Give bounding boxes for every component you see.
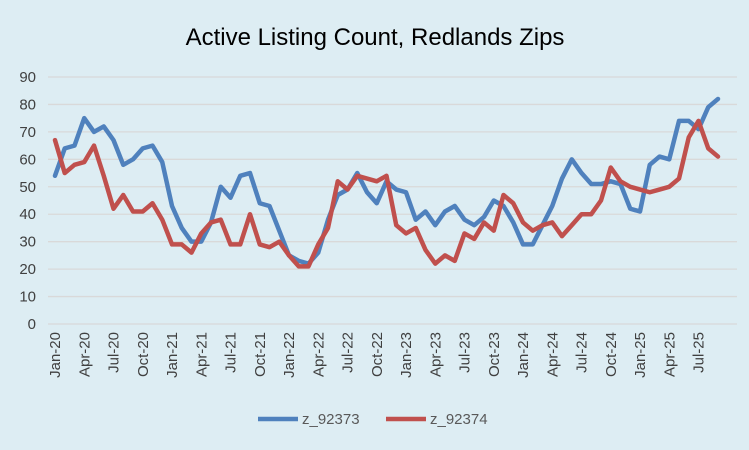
y-tick-label: 80 [19, 96, 36, 113]
y-tick-label: 20 [19, 261, 36, 278]
x-tick-label: Jul-20 [106, 332, 123, 373]
chart-title: Active Listing Count, Redlands Zips [186, 24, 565, 51]
series-line-z_92374 [52, 118, 721, 269]
y-tick-label: 40 [19, 206, 36, 223]
x-tick-label: Jan-22 [281, 332, 298, 378]
x-tick-label: Oct-22 [369, 332, 386, 377]
y-tick-label: 50 [19, 179, 36, 196]
x-tick-label: Oct-24 [603, 332, 620, 377]
y-tick-label: 0 [28, 316, 36, 333]
y-tick-label: 60 [19, 151, 36, 168]
x-tick-label: Apr-22 [310, 332, 327, 377]
x-tick-label: Apr-23 [427, 332, 444, 377]
x-tick-label: Apr-20 [76, 332, 93, 377]
x-tick-label: Jan-20 [47, 332, 64, 378]
x-tick-label: Oct-21 [252, 332, 269, 377]
x-tick-label: Oct-23 [486, 332, 503, 377]
x-tick-label: Jan-24 [515, 332, 532, 378]
x-tick-label: Jul-24 [574, 332, 591, 373]
x-tick-label: Apr-25 [661, 332, 678, 377]
x-tick-label: Jul-23 [457, 332, 474, 373]
x-tick-label: Jan-21 [164, 332, 181, 378]
x-tick-label: Oct-20 [135, 332, 152, 377]
x-tick-label: Jul-25 [691, 332, 708, 373]
y-tick-label: 30 [19, 234, 36, 251]
x-tick-label: Jan-25 [632, 332, 649, 378]
x-tick-label: Jul-22 [340, 332, 357, 373]
legend-label: z_92374 [430, 411, 488, 428]
x-tick-label: Jul-21 [223, 332, 240, 373]
y-tick-label: 90 [19, 69, 36, 86]
legend-label: z_92373 [302, 411, 360, 428]
y-tick-label: 70 [19, 124, 36, 141]
x-tick-label: Jan-23 [398, 332, 415, 378]
x-tick-label: Apr-24 [544, 332, 561, 377]
x-tick-label: Apr-21 [193, 332, 210, 377]
y-tick-label: 10 [19, 289, 36, 306]
